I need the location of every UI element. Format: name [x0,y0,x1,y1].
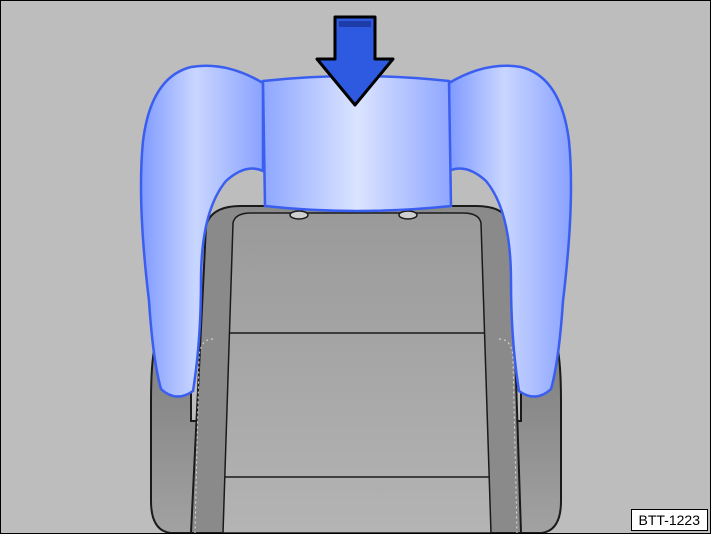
seat-backrest-icon [150,205,562,533]
figure-reference-label: BTT-1223 [630,509,708,531]
head-restraint-icon [139,64,573,398]
press-down-arrow-icon [315,15,395,107]
